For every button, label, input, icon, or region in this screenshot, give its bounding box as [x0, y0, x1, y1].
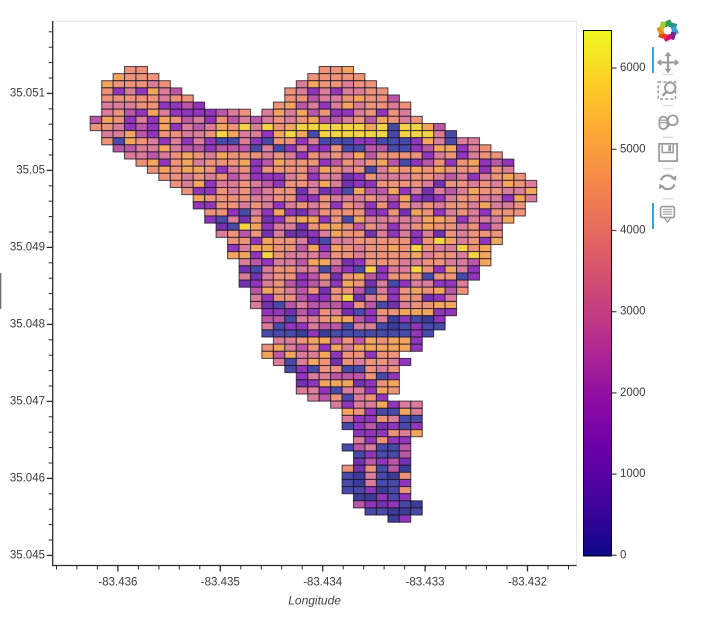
svg-text:2000: 2000	[620, 387, 646, 399]
svg-text:4000: 4000	[620, 225, 646, 237]
svg-text:0: 0	[620, 549, 626, 561]
svg-text:6000: 6000	[620, 62, 646, 74]
svg-text:35.048: 35.048	[10, 318, 45, 330]
svg-text:-83.433: -83.433	[406, 577, 445, 589]
svg-text:-83.432: -83.432	[508, 577, 547, 589]
svg-text:35.047: 35.047	[10, 395, 45, 407]
svg-text:-83.435: -83.435	[201, 577, 240, 589]
svg-text:35.046: 35.046	[10, 472, 45, 484]
svg-text:1000: 1000	[620, 468, 646, 480]
svg-text:5000: 5000	[620, 143, 646, 155]
svg-text:-83.434: -83.434	[303, 577, 343, 589]
svg-text:3000: 3000	[620, 306, 646, 318]
svg-text:35.051: 35.051	[10, 87, 45, 99]
svg-text:35.05: 35.05	[16, 164, 45, 176]
svg-text:35.045: 35.045	[10, 549, 45, 561]
svg-text:-83.436: -83.436	[98, 577, 137, 589]
svg-text:Longitude: Longitude	[288, 594, 341, 608]
svg-text:35.049: 35.049	[10, 241, 45, 253]
